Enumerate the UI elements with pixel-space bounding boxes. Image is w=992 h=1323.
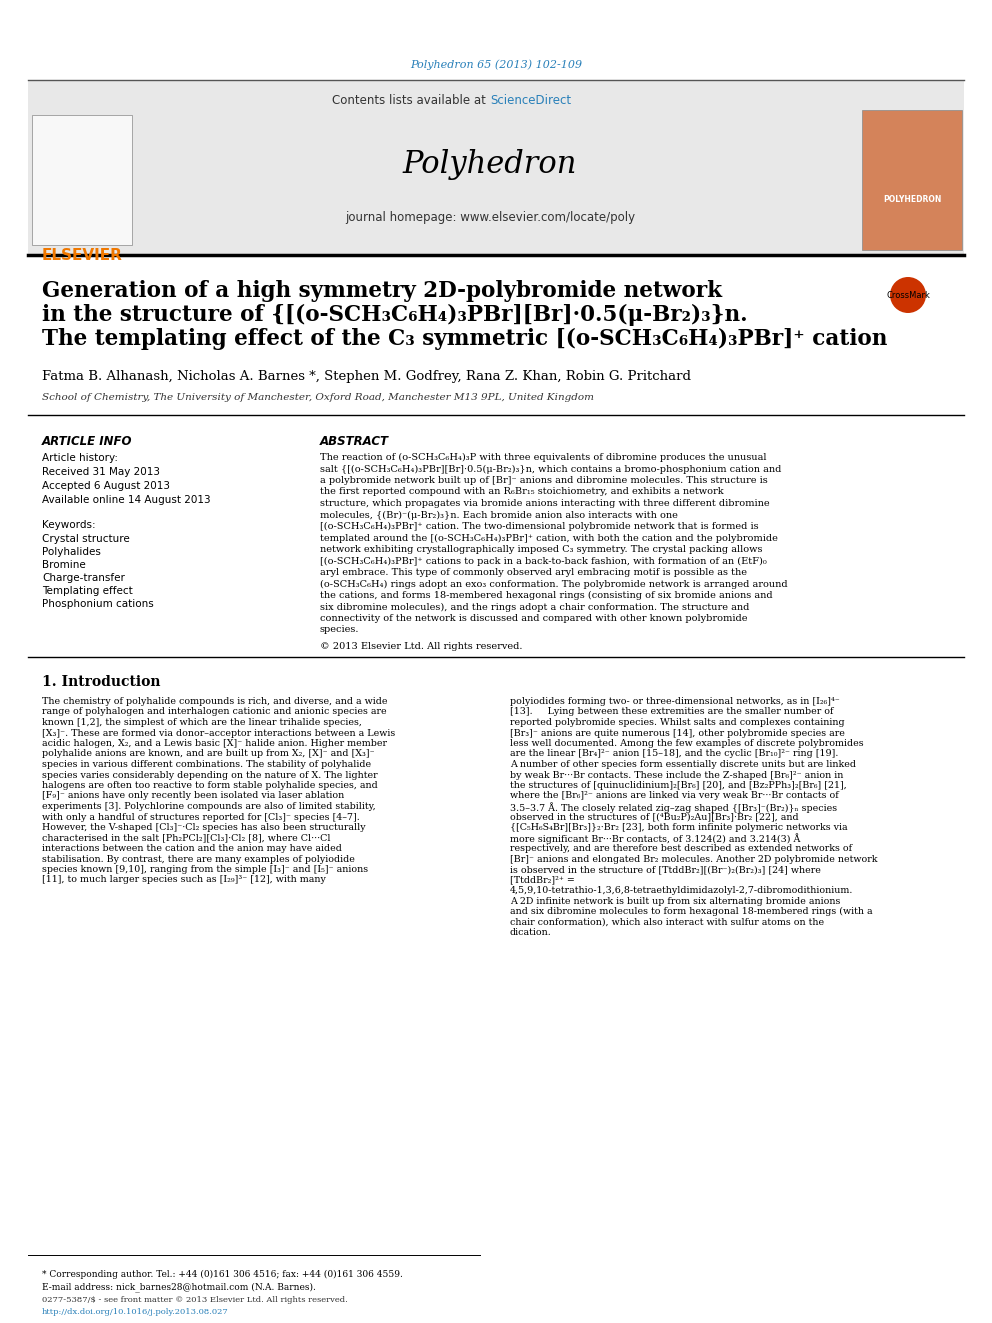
Text: ARTICLE INFO: ARTICLE INFO: [42, 435, 133, 448]
Text: Crystal structure: Crystal structure: [42, 534, 130, 544]
Bar: [862, 110, 962, 250]
Text: dication.: dication.: [510, 927, 552, 937]
Text: [Br]⁻ anions and elongated Br₂ molecules. Another 2D polybromide network: [Br]⁻ anions and elongated Br₂ molecules…: [510, 855, 878, 864]
Text: where the [Br₆]²⁻ anions are linked via very weak Br···Br contacts of: where the [Br₆]²⁻ anions are linked via …: [510, 791, 839, 800]
Text: acidic halogen, X₂, and a Lewis basic [X]⁻ halide anion. Higher member: acidic halogen, X₂, and a Lewis basic [X…: [42, 740, 387, 747]
Text: http://dx.doi.org/10.1016/j.poly.2013.08.027: http://dx.doi.org/10.1016/j.poly.2013.08…: [42, 1308, 229, 1316]
Text: is observed in the structure of [TtddBr₂][(Br⁻)₂(Br₂)₃] [24] where: is observed in the structure of [TtddBr₂…: [510, 865, 820, 875]
Text: six dibromine molecules), and the rings adopt a chair conformation. The structur: six dibromine molecules), and the rings …: [320, 602, 749, 611]
Text: [13].     Lying between these extremities are the smaller number of: [13]. Lying between these extremities ar…: [510, 708, 833, 717]
Text: [F₉]⁻ anions have only recently been isolated via laser ablation: [F₉]⁻ anions have only recently been iso…: [42, 791, 344, 800]
Text: more significant Br···Br contacts, of 3.124(2) and 3.214(3) Å: more significant Br···Br contacts, of 3.…: [510, 833, 801, 844]
Text: halogens are often too reactive to form stable polyhalide species, and: halogens are often too reactive to form …: [42, 781, 378, 790]
Text: 4,5,9,10-tetrathio-1,3,6,8-tetraethyldimidazolyl-2,7-dibromodithionium.: 4,5,9,10-tetrathio-1,3,6,8-tetraethyldim…: [510, 886, 853, 894]
Text: Charge-transfer: Charge-transfer: [42, 573, 125, 583]
Text: Templating effect: Templating effect: [42, 586, 133, 595]
Text: templated around the [(o-SCH₃C₆H₄)₃PBr]⁺ cation, with both the cation and the po: templated around the [(o-SCH₃C₆H₄)₃PBr]⁺…: [320, 533, 778, 542]
Text: E-mail address: nick_barnes28@hotmail.com (N.A. Barnes).: E-mail address: nick_barnes28@hotmail.co…: [42, 1282, 315, 1291]
Text: interactions between the cation and the anion may have aided: interactions between the cation and the …: [42, 844, 342, 853]
Text: species.: species.: [320, 626, 359, 635]
Text: molecules, {(Br)⁻(μ-Br₂)₃}n. Each bromide anion also interacts with one: molecules, {(Br)⁻(μ-Br₂)₃}n. Each bromid…: [320, 511, 678, 520]
Text: stabilisation. By contrast, there are many examples of polyiodide: stabilisation. By contrast, there are ma…: [42, 855, 355, 864]
Text: The templating effect of the C₃ symmetric [(o-SCH₃C₆H₄)₃PBr]⁺ cation: The templating effect of the C₃ symmetri…: [42, 328, 888, 351]
Text: {[C₅H₆S₄Br][Br₃]}₂·Br₂ [23], both form infinite polymeric networks via: {[C₅H₆S₄Br][Br₃]}₂·Br₂ [23], both form i…: [510, 823, 847, 832]
Text: ScienceDirect: ScienceDirect: [490, 94, 571, 106]
Text: 3.5–3.7 Å. The closely related zig–zag shaped {[Br₃]⁻(Br₂)}ₙ species: 3.5–3.7 Å. The closely related zig–zag s…: [510, 802, 837, 812]
Text: and six dibromine molecules to form hexagonal 18-membered rings (with a: and six dibromine molecules to form hexa…: [510, 908, 873, 916]
Text: Fatma B. Alhanash, Nicholas A. Barnes *, Stephen M. Godfrey, Rana Z. Khan, Robin: Fatma B. Alhanash, Nicholas A. Barnes *,…: [42, 370, 691, 382]
Text: Bromine: Bromine: [42, 560, 85, 570]
Text: range of polyhalogen and interhalogen cationic and anionic species are: range of polyhalogen and interhalogen ca…: [42, 708, 387, 717]
Text: with only a handful of structures reported for [Cl₃]⁻ species [4–7].: with only a handful of structures report…: [42, 812, 360, 822]
Text: by weak Br···Br contacts. These include the Z-shaped [Br₆]²⁻ anion in: by weak Br···Br contacts. These include …: [510, 770, 843, 779]
Text: less well documented. Among the few examples of discrete polybromides: less well documented. Among the few exam…: [510, 740, 864, 747]
Text: network exhibiting crystallographically imposed C₃ symmetry. The crystal packing: network exhibiting crystallographically …: [320, 545, 763, 554]
Text: reported polybromide species. Whilst salts and complexes containing: reported polybromide species. Whilst sal…: [510, 718, 844, 728]
Text: The chemistry of polyhalide compounds is rich, and diverse, and a wide: The chemistry of polyhalide compounds is…: [42, 697, 388, 706]
Text: Article history:: Article history:: [42, 452, 118, 463]
Text: However, the V-shaped [Cl₃]⁻·Cl₂ species has also been structurally: However, the V-shaped [Cl₃]⁻·Cl₂ species…: [42, 823, 366, 832]
Text: polyiodides forming two- or three-dimensional networks, as in [I₂₆]⁴⁻: polyiodides forming two- or three-dimens…: [510, 697, 840, 706]
Text: Available online 14 August 2013: Available online 14 August 2013: [42, 495, 210, 505]
Circle shape: [890, 277, 926, 314]
Text: respectively, and are therefore best described as extended networks of: respectively, and are therefore best des…: [510, 844, 852, 853]
Text: Keywords:: Keywords:: [42, 520, 95, 531]
Text: are the linear [Br₄]²⁻ anion [15–18], and the cyclic [Br₁₀]²⁻ ring [19].: are the linear [Br₄]²⁻ anion [15–18], an…: [510, 750, 838, 758]
Text: The reaction of (o-SCH₃C₆H₄)₃P with three equivalents of dibromine produces the : The reaction of (o-SCH₃C₆H₄)₃P with thre…: [320, 452, 767, 462]
Text: Generation of a high symmetry 2D-polybromide network: Generation of a high symmetry 2D-polybro…: [42, 280, 722, 302]
Text: [TtddBr₂]²⁺ =: [TtddBr₂]²⁺ =: [510, 876, 575, 885]
Text: the structures of [quinuclidinium]₂[Br₆] [20], and [Bz₂PPh₃]₂[Br₆] [21],: the structures of [quinuclidinium]₂[Br₆]…: [510, 781, 847, 790]
Text: [(o-SCH₃C₆H₄)₃PBr]⁺ cation. The two-dimensional polybromide network that is form: [(o-SCH₃C₆H₄)₃PBr]⁺ cation. The two-dime…: [320, 523, 759, 531]
Text: species known [9,10], ranging from the simple [I₃]⁻ and [I₅]⁻ anions: species known [9,10], ranging from the s…: [42, 865, 368, 875]
Text: [(o-SCH₃C₆H₄)₃PBr]⁺ cations to pack in a back-to-back fashion, with formation of: [(o-SCH₃C₆H₄)₃PBr]⁺ cations to pack in a…: [320, 557, 767, 566]
Text: journal homepage: www.elsevier.com/locate/poly: journal homepage: www.elsevier.com/locat…: [345, 212, 635, 225]
Text: School of Chemistry, The University of Manchester, Oxford Road, Manchester M13 9: School of Chemistry, The University of M…: [42, 393, 594, 402]
Text: 1. Introduction: 1. Introduction: [42, 675, 161, 689]
Text: species varies considerably depending on the nature of X. The lighter: species varies considerably depending on…: [42, 770, 378, 779]
Text: salt {[(o-SCH₃C₆H₄)₃PBr][Br]·0.5(μ-Br₂)₃}n, which contains a bromo-phosphonium c: salt {[(o-SCH₃C₆H₄)₃PBr][Br]·0.5(μ-Br₂)₃…: [320, 464, 782, 474]
Text: [Br₃]⁻ anions are quite numerous [14], other polybromide species are: [Br₃]⁻ anions are quite numerous [14], o…: [510, 729, 845, 737]
Text: A 2D infinite network is built up from six alternating bromide anions: A 2D infinite network is built up from s…: [510, 897, 840, 905]
Text: Accepted 6 August 2013: Accepted 6 August 2013: [42, 482, 170, 491]
Text: chair conformation), which also interact with sulfur atoms on the: chair conformation), which also interact…: [510, 917, 824, 926]
Text: [X₃]⁻. These are formed via donor–acceptor interactions between a Lewis: [X₃]⁻. These are formed via donor–accept…: [42, 729, 395, 737]
Text: Polyhedron 65 (2013) 102-109: Polyhedron 65 (2013) 102-109: [410, 60, 582, 70]
Text: [11], to much larger species such as [I₂₉]³⁻ [12], with many: [11], to much larger species such as [I₂…: [42, 876, 326, 885]
Text: CrossMark: CrossMark: [886, 291, 930, 299]
Text: Contents lists available at: Contents lists available at: [332, 94, 490, 106]
Text: the first reported compound with an R₆Br₁₅ stoichiometry, and exhibits a network: the first reported compound with an R₆Br…: [320, 487, 723, 496]
Text: POLYHEDRON: POLYHEDRON: [883, 196, 941, 205]
Text: (o-SCH₃C₆H₄) rings adopt an exo₃ conformation. The polybromide network is arrang: (o-SCH₃C₆H₄) rings adopt an exo₃ conform…: [320, 579, 788, 589]
Text: A number of other species form essentially discrete units but are linked: A number of other species form essential…: [510, 759, 856, 769]
Text: © 2013 Elsevier Ltd. All rights reserved.: © 2013 Elsevier Ltd. All rights reserved…: [320, 642, 523, 651]
Text: experiments [3]. Polychlorine compounds are also of limited stability,: experiments [3]. Polychlorine compounds …: [42, 802, 376, 811]
Text: aryl embrace. This type of commonly observed aryl embracing motif is possible as: aryl embrace. This type of commonly obse…: [320, 568, 747, 577]
Text: in the structure of {[(o-SCH₃C₆H₄)₃PBr][Br]·0.5(μ-Br₂)₃}n.: in the structure of {[(o-SCH₃C₆H₄)₃PBr][…: [42, 304, 748, 325]
Text: Polyhedron: Polyhedron: [403, 149, 577, 180]
Text: structure, which propagates via bromide anions interacting with three different : structure, which propagates via bromide …: [320, 499, 770, 508]
Text: a polybromide network built up of [Br]⁻ anions and dibromine molecules. This str: a polybromide network built up of [Br]⁻ …: [320, 476, 768, 486]
Text: species in various different combinations. The stability of polyhalide: species in various different combination…: [42, 759, 371, 769]
Text: characterised in the salt [Ph₂PCl₂][Cl₃]·Cl₂ [8], where Cl···Cl: characterised in the salt [Ph₂PCl₂][Cl₃]…: [42, 833, 330, 843]
Text: connectivity of the network is discussed and compared with other known polybromi: connectivity of the network is discussed…: [320, 614, 748, 623]
Text: known [1,2], the simplest of which are the linear trihalide species,: known [1,2], the simplest of which are t…: [42, 718, 362, 728]
Text: observed in the structures of [(⁴Bu₂P)₂Au][Br₃]·Br₂ [22], and: observed in the structures of [(⁴Bu₂P)₂A…: [510, 812, 799, 822]
Bar: [32, 115, 132, 245]
Text: 0277-5387/$ - see front matter © 2013 Elsevier Ltd. All rights reserved.: 0277-5387/$ - see front matter © 2013 El…: [42, 1297, 348, 1304]
Text: Polyhalides: Polyhalides: [42, 546, 101, 557]
Text: polyhalide anions are known, and are built up from X₂, [X]⁻ and [X₃]⁻: polyhalide anions are known, and are bui…: [42, 750, 375, 758]
Text: ELSEVIER: ELSEVIER: [42, 247, 122, 262]
Text: the cations, and forms 18-membered hexagonal rings (consisting of six bromide an: the cations, and forms 18-membered hexag…: [320, 591, 773, 601]
Text: ABSTRACT: ABSTRACT: [320, 435, 389, 448]
Text: * Corresponding author. Tel.: +44 (0)161 306 4516; fax: +44 (0)161 306 4559.: * Corresponding author. Tel.: +44 (0)161…: [42, 1270, 403, 1279]
Text: Phosphonium cations: Phosphonium cations: [42, 599, 154, 609]
Text: Received 31 May 2013: Received 31 May 2013: [42, 467, 160, 478]
Bar: [28, 79, 964, 255]
